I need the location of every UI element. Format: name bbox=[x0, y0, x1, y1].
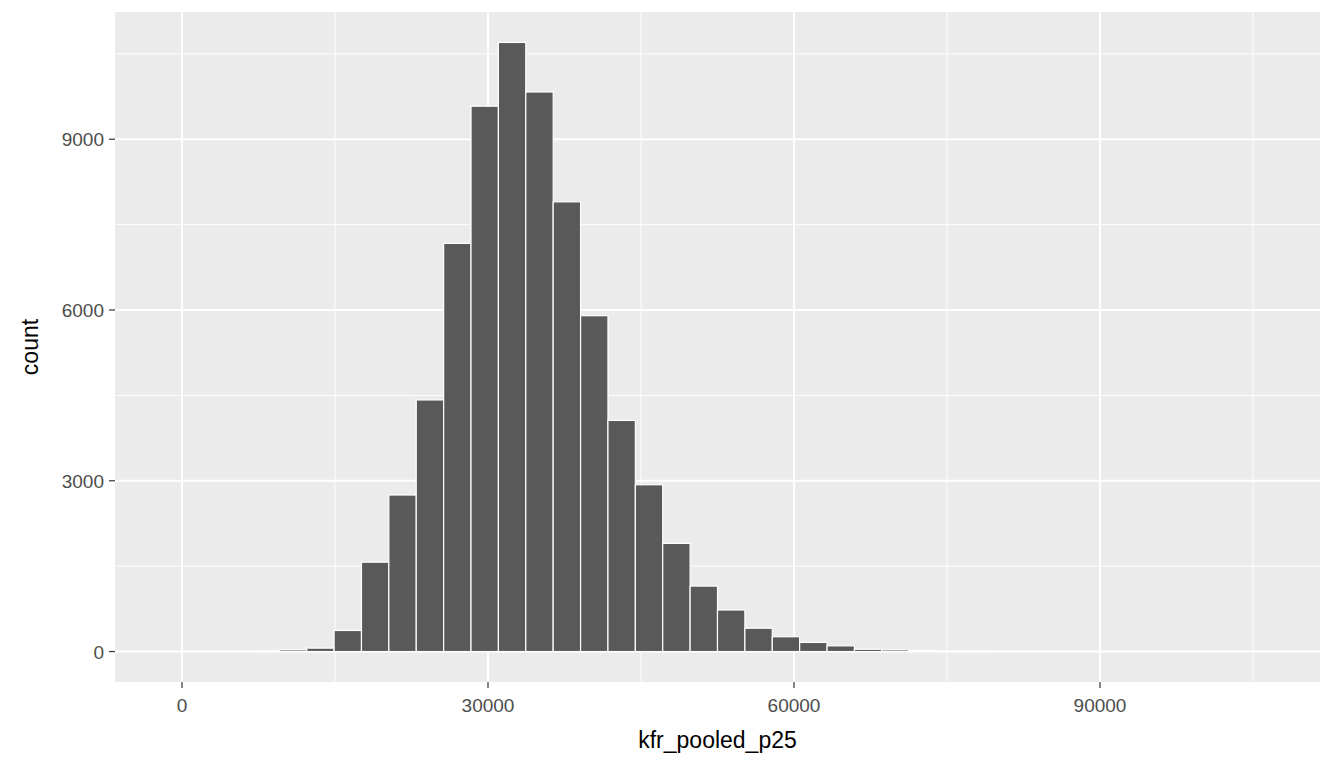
histogram-bar bbox=[1128, 651, 1155, 652]
y-axis-title: count bbox=[17, 318, 43, 375]
histogram-bar bbox=[882, 650, 909, 652]
grid-line-y bbox=[115, 138, 1320, 140]
histogram-bar bbox=[937, 650, 964, 652]
grid-line-x bbox=[793, 12, 795, 682]
histogram-bar bbox=[1210, 651, 1237, 652]
histogram-bar bbox=[772, 637, 799, 652]
grid-line-x bbox=[181, 12, 183, 682]
histogram-bar bbox=[800, 642, 827, 651]
histogram-bar bbox=[581, 316, 608, 652]
y-tick-label: 6000 bbox=[62, 300, 104, 321]
histogram-bar bbox=[444, 243, 471, 651]
grid-line-x bbox=[1099, 12, 1101, 682]
x-tick bbox=[487, 682, 488, 688]
histogram-bar bbox=[334, 630, 361, 651]
bars bbox=[197, 42, 1265, 651]
x-tick-label: 90000 bbox=[1074, 695, 1127, 716]
y-tick bbox=[109, 139, 115, 140]
y-tick-label: 0 bbox=[93, 642, 104, 663]
histogram-bar bbox=[1238, 651, 1265, 652]
minor-grid-x bbox=[946, 12, 947, 682]
histogram-bar bbox=[1074, 651, 1101, 652]
histogram-bar bbox=[225, 651, 252, 652]
minor-grid-y bbox=[115, 395, 1320, 396]
y-tick bbox=[109, 651, 115, 652]
histogram-bar bbox=[361, 562, 388, 651]
minor-grid-y bbox=[115, 566, 1320, 567]
histogram-bar bbox=[1101, 651, 1128, 652]
histogram-bar bbox=[197, 651, 224, 652]
histogram-bar bbox=[964, 650, 991, 652]
y-tick bbox=[109, 480, 115, 481]
panel-background bbox=[115, 12, 1320, 682]
minor-grid-y bbox=[115, 224, 1320, 225]
histogram-bar bbox=[471, 106, 498, 651]
grid-line-y bbox=[115, 480, 1320, 482]
histogram-bar bbox=[307, 648, 334, 651]
y-tick-label: 9000 bbox=[62, 129, 104, 150]
histogram-bar bbox=[1156, 651, 1183, 652]
histogram-bar bbox=[745, 628, 772, 651]
histogram-bar bbox=[279, 650, 306, 652]
histogram-bar bbox=[389, 495, 416, 652]
minor-grid-y bbox=[115, 53, 1320, 54]
x-tick-label: 30000 bbox=[462, 695, 515, 716]
histogram-bar bbox=[608, 420, 635, 651]
chart-root: 0 30000 60000 90000 0 3000 6000 9000 kfr_pooled_… bbox=[0, 0, 1344, 768]
y-tick-label: 3000 bbox=[62, 471, 104, 492]
histogram-bar bbox=[690, 586, 717, 651]
histogram-bar bbox=[416, 400, 443, 652]
grid-line-y bbox=[115, 309, 1320, 311]
y-tick bbox=[109, 309, 115, 310]
histogram-bar bbox=[663, 543, 690, 651]
minor-grid-x bbox=[1252, 12, 1253, 682]
histogram-bar bbox=[170, 651, 197, 652]
histogram-bar bbox=[827, 646, 854, 652]
histogram-bar bbox=[1183, 651, 1210, 652]
histogram-bar bbox=[635, 485, 662, 652]
x-tick bbox=[181, 682, 182, 688]
x-axis-title: kfr_pooled_p25 bbox=[638, 727, 797, 753]
x-tick bbox=[1099, 682, 1100, 688]
histogram-bar bbox=[498, 42, 525, 651]
grid bbox=[115, 12, 1320, 682]
x-tick bbox=[793, 682, 794, 688]
x-tick-label: 60000 bbox=[768, 695, 821, 716]
histogram-bar bbox=[909, 650, 936, 651]
histogram-bar bbox=[854, 649, 881, 651]
axes: 0 30000 60000 90000 0 3000 6000 9000 bbox=[62, 129, 1127, 716]
minor-grid-x bbox=[335, 12, 336, 682]
histogram-bar bbox=[1046, 651, 1073, 652]
histogram-bar bbox=[252, 650, 279, 652]
histogram-bar bbox=[553, 202, 580, 652]
histogram-bar bbox=[991, 651, 1018, 652]
x-tick-label: 0 bbox=[177, 695, 188, 716]
chart-svg: 0 30000 60000 90000 0 3000 6000 9000 kfr_pooled_… bbox=[0, 0, 1344, 768]
histogram-bar bbox=[718, 610, 745, 652]
histogram-bar bbox=[1019, 651, 1046, 652]
histogram-bar bbox=[526, 92, 553, 652]
